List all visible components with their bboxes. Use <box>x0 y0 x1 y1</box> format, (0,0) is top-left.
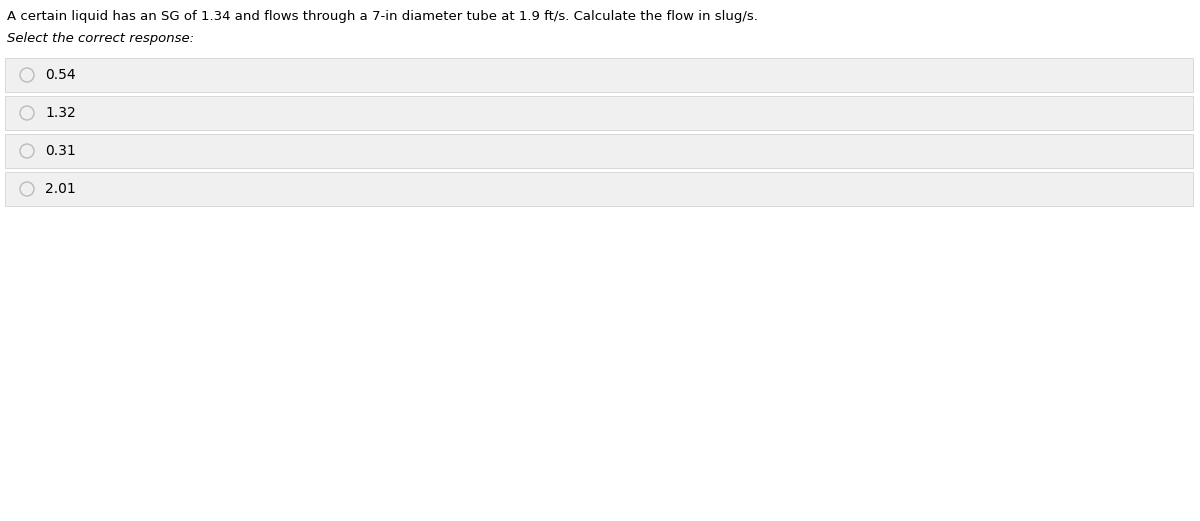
Bar <box>5 134 1193 168</box>
Text: 2.01: 2.01 <box>46 182 76 196</box>
Bar <box>5 96 1193 130</box>
Text: Select the correct response:: Select the correct response: <box>7 32 194 45</box>
Text: 1.32: 1.32 <box>46 106 76 120</box>
Bar <box>5 58 1193 92</box>
Bar <box>5 172 1193 206</box>
Text: 0.54: 0.54 <box>46 68 76 82</box>
Text: A certain liquid has an SG of 1.34 and flows through a 7-in diameter tube at 1.9: A certain liquid has an SG of 1.34 and f… <box>7 10 758 23</box>
Text: 0.31: 0.31 <box>46 144 76 158</box>
